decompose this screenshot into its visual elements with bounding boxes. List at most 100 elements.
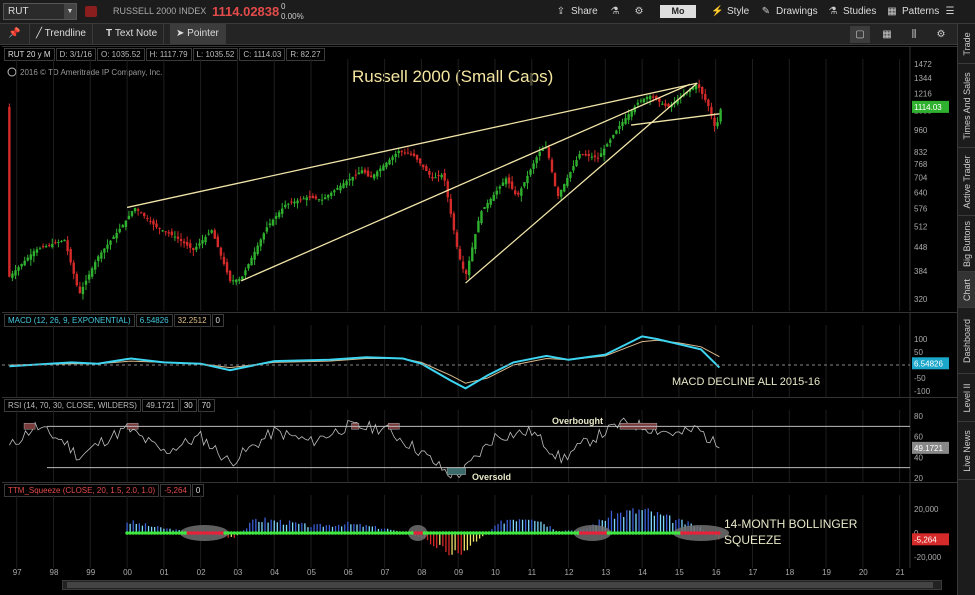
side-tab-chart[interactable]: Chart (958, 272, 975, 308)
candle-body (106, 244, 109, 249)
squeeze-dot (370, 531, 375, 535)
candle-body (523, 182, 526, 187)
squeeze-dot (579, 531, 583, 535)
trendline-tool[interactable]: ╱ Trendline (30, 24, 93, 44)
side-tab-trade[interactable]: Trade (958, 24, 975, 64)
candle-body (247, 264, 250, 269)
style-icon: ⚡ (711, 6, 724, 17)
candle-body (415, 154, 419, 160)
time-axis-label: 14 (638, 568, 647, 577)
squeeze-dot (296, 531, 301, 535)
rsi-line (9, 417, 720, 479)
candle-body (391, 156, 394, 161)
aggregation-period-button[interactable]: Mo (660, 5, 696, 18)
studies-button[interactable]: ⚗ Studies (827, 3, 877, 21)
side-tab-big-buttons[interactable]: Big Buttons (958, 216, 975, 272)
squeeze-dot (557, 531, 562, 535)
candle-body (581, 154, 584, 156)
squeeze-dot (143, 531, 148, 535)
candle-body (139, 212, 143, 214)
pointer-tool[interactable]: ➤ Pointer (170, 24, 226, 44)
squeeze-dot (569, 531, 574, 535)
squeeze-dot (247, 531, 252, 535)
info-icon[interactable] (7, 67, 17, 77)
candle-body (719, 109, 722, 122)
grid-layout-icon[interactable]: ▦ (882, 29, 892, 40)
candle-body (529, 169, 532, 175)
squeeze-dot (572, 531, 577, 535)
candle-body (256, 245, 259, 254)
menu-button[interactable]: ☰ (944, 3, 960, 21)
side-tab-live-news[interactable]: Live News (958, 422, 975, 480)
candle-body (219, 247, 223, 256)
drawings-button[interactable]: ✎ Drawings (760, 3, 818, 21)
single-layout-icon[interactable]: ▢ (850, 26, 870, 43)
squeeze-dot (134, 531, 139, 535)
pin-button[interactable]: 📌 (0, 24, 30, 44)
squeeze-dot (183, 531, 188, 535)
flask-button[interactable]: ⚗ (609, 3, 625, 21)
patterns-button[interactable]: ▦ Patterns (886, 3, 939, 21)
side-tab-level-ii[interactable]: Level II (958, 374, 975, 422)
share-button[interactable]: ⇪ Share (555, 3, 598, 21)
rsi-axis-label: 60 (914, 433, 923, 442)
gear-icon: ⚙ (634, 6, 644, 17)
style-button[interactable]: ⚡ Style (711, 3, 749, 21)
gear-icon[interactable]: ⚙ (936, 29, 946, 40)
trendline-icon: ╱ (36, 28, 45, 39)
candle-body (32, 251, 36, 257)
candle-body (112, 236, 115, 239)
squeeze-dot (505, 531, 510, 535)
candle-body (627, 114, 630, 120)
drawing-toolbar: 📌 ╱ Trendline T Text Note ➤ Pointer ▢ ▦ … (0, 24, 957, 45)
header-high: H: 1117.79 (145, 48, 192, 61)
squeeze-dot (361, 531, 365, 535)
time-axis-label: 02 (197, 568, 206, 577)
trendline (631, 113, 720, 126)
candle-body (655, 96, 658, 100)
settings-button[interactable]: ⚙ (633, 3, 649, 21)
candle-body (701, 87, 704, 94)
squeeze-dot (444, 531, 448, 535)
scrollbar-thumb[interactable] (67, 582, 933, 588)
side-tab-times-and-sales[interactable]: Times And Sales (958, 64, 975, 148)
squeeze-dot (585, 531, 589, 535)
alert-flag-icon[interactable] (85, 6, 97, 17)
squeeze-dot (710, 531, 715, 535)
squeeze-dot (208, 531, 212, 535)
candle-body (434, 177, 437, 179)
horizontal-scrollbar[interactable] (62, 580, 942, 590)
squeeze-dot (229, 531, 234, 535)
squeeze-chart[interactable]: 14-MONTH BOLLINGER SQUEEZE 20,000 0 -20,00… (2, 483, 957, 568)
price-chart[interactable]: 2016 © TD Ameritrade IP Company, Inc. Ru… (2, 47, 957, 311)
time-axis-label: 11 (528, 568, 537, 577)
squeeze-dot (146, 531, 151, 535)
rsi-chart[interactable]: Overbought Oversold 80 60 40 20 49.1721 (2, 398, 957, 482)
overbought-zone (23, 422, 36, 430)
candle-body (483, 207, 486, 209)
squeeze-dot (628, 531, 632, 535)
candle-body (93, 262, 97, 270)
candle-body (271, 219, 275, 226)
macd-axis-label: 50 (914, 348, 923, 357)
side-tab-dashboard[interactable]: Dashboard (958, 308, 975, 374)
symbol-input[interactable]: RUT ▼ (3, 3, 77, 20)
macd-panel: MACD (12, 26, 9, EXPONENTIAL) 6.54826 32.2… (2, 312, 957, 397)
squeeze-dot (309, 531, 313, 535)
chevron-down-icon[interactable]: ▼ (64, 4, 76, 19)
squeeze-zero: 0 (191, 484, 205, 497)
candle-body (412, 153, 416, 156)
macd-chart[interactable]: MACD DECLINE ALL 2015-16 100 50 -50 -100 6.5… (2, 313, 957, 397)
candle-body (510, 181, 514, 189)
text-note-tool[interactable]: T Text Note (100, 24, 165, 44)
side-tab-active-trader[interactable]: Active Trader (958, 148, 975, 216)
candle-body (241, 276, 244, 280)
bars-icon[interactable]: ⫼ (911, 29, 917, 40)
candle-body (250, 257, 253, 266)
squeeze-annotation-line2: SQUEEZE (724, 533, 781, 547)
candle-body (189, 243, 192, 248)
squeeze-dot (664, 531, 669, 535)
candle-body (363, 169, 367, 173)
price-axis-label: 320 (914, 295, 928, 304)
squeeze-dot (695, 531, 700, 535)
